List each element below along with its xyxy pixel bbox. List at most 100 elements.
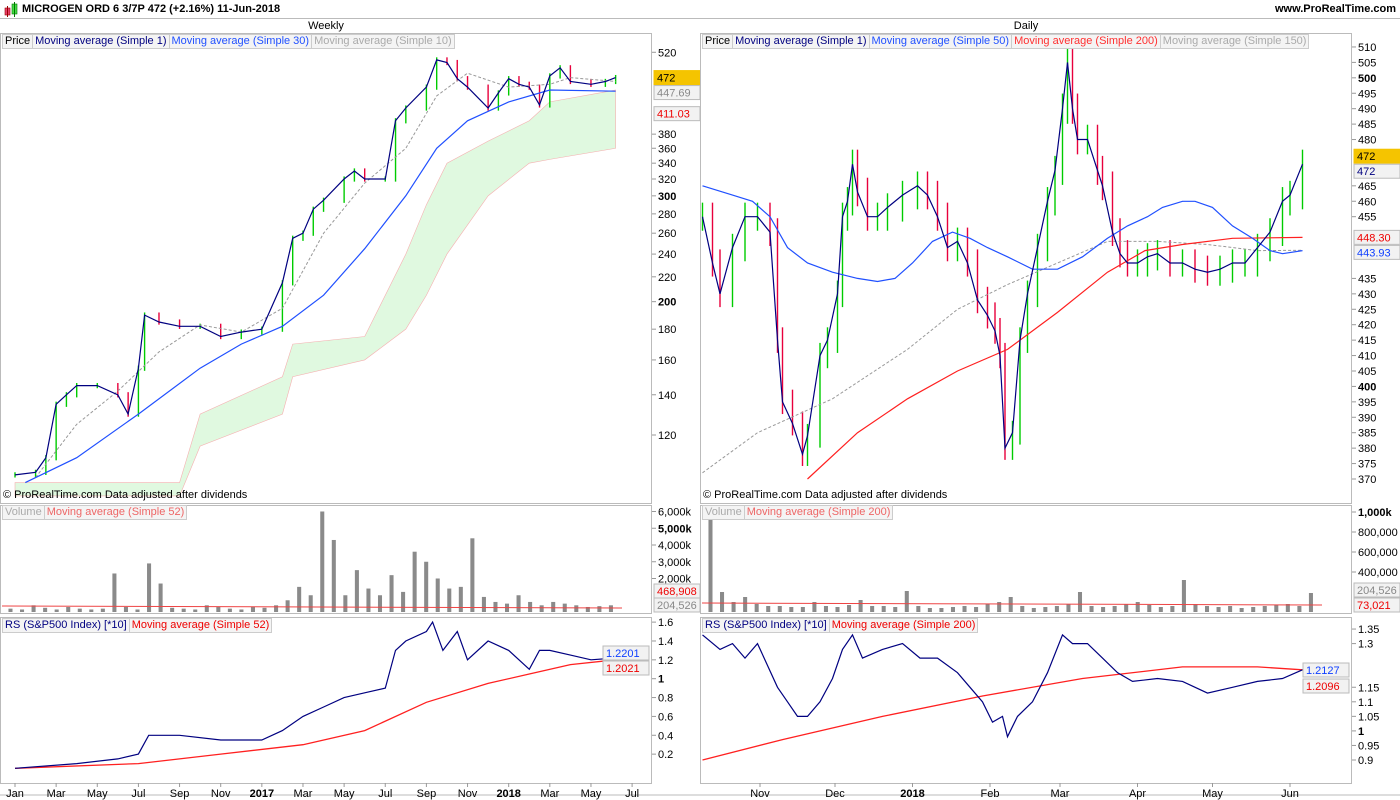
daily-rs-tick-label: 1.3: [1358, 639, 1373, 651]
legend-item[interactable]: RS (S&P500 Index) [*10]: [702, 618, 830, 633]
weekly-rs-tick-label: 1.2: [658, 655, 673, 667]
weekly-x-tick-label: May: [581, 788, 602, 800]
daily-y-tick-label: 435: [1358, 273, 1376, 285]
weekly-x-tick-label: Mar: [294, 788, 313, 800]
weekly-rs-tick-label: 0.2: [658, 749, 673, 761]
daily-value-label: 443.93: [1357, 247, 1391, 259]
legend-item[interactable]: Moving average (Simple 200): [1011, 34, 1161, 49]
legend-item[interactable]: Moving average (Simple 200): [743, 505, 894, 520]
daily-y-tick-label: 415: [1358, 335, 1376, 347]
daily-volume-bar: [812, 602, 817, 612]
daily-volume-bar: [731, 602, 736, 612]
weekly-volume-bar: [574, 605, 579, 612]
daily-pane-frame: [700, 505, 1352, 614]
daily-volume-bar: [1089, 606, 1094, 612]
weekly-volume-legend: Volume Moving average (Simple 52): [2, 505, 188, 520]
weekly-vol-tick-label: 6,000k: [658, 507, 692, 519]
legend-item[interactable]: Price: [2, 34, 34, 49]
daily-volume-bar: [893, 607, 898, 612]
daily-y-tick-label: 485: [1358, 119, 1376, 131]
weekly-y-tick-label: 300: [658, 191, 676, 203]
daily-copyright: © ProRealTime.com Data adjusted after di…: [703, 489, 948, 501]
weekly-rs-tick-label: 1.6: [658, 617, 673, 629]
weekly-volume-bar: [204, 605, 209, 612]
legend-item[interactable]: RS (S&P500 Index) [*10]: [2, 618, 130, 633]
weekly-y-tick-label: 340: [658, 158, 676, 170]
legend-item[interactable]: Moving average (Simple 50): [868, 34, 1013, 49]
daily-volume-bar: [1066, 604, 1071, 612]
legend-item[interactable]: Moving average (Simple 200): [828, 618, 979, 633]
daily-volume-bar: [1043, 607, 1048, 612]
legend-item[interactable]: Volume: [702, 505, 745, 520]
weekly-value-label: 411.03: [657, 109, 690, 121]
daily-volume-bar: [1216, 607, 1221, 612]
weekly-volume-bar: [77, 608, 82, 612]
legend-item[interactable]: Price: [702, 34, 734, 49]
daily-volume-bar: [997, 602, 1002, 612]
site-link[interactable]: www.ProRealTime.com: [1274, 3, 1396, 15]
daily-pane-frame: [700, 617, 1352, 784]
weekly-volume-bar: [320, 511, 325, 612]
daily-rs-legend: RS (S&P500 Index) [*10] Moving average (S…: [702, 618, 979, 633]
daily-volume-bar: [1135, 602, 1140, 612]
legend-item[interactable]: Moving average (Simple 52): [128, 618, 273, 633]
weekly-rs-legend: RS (S&P500 Index) [*10] Moving average (S…: [2, 618, 273, 633]
daily-y-tick-label: 495: [1358, 88, 1376, 100]
daily-value-label-box: [1353, 148, 1400, 164]
weekly-volume-bar: [193, 609, 198, 612]
daily-volume-bar: [985, 604, 990, 612]
daily-rs-value-label: 1.2127: [1306, 665, 1340, 677]
daily-volume-bar: [789, 607, 794, 612]
legend-item[interactable]: Volume: [2, 505, 45, 520]
daily-volume-bar: [708, 517, 713, 612]
weekly-volume-bar: [447, 588, 452, 612]
weekly-x-tick-label: Jul: [625, 788, 639, 800]
daily-volume-bar: [1054, 606, 1059, 612]
weekly-x-tick-label: Sep: [170, 788, 190, 800]
daily-volume-bar: [881, 606, 886, 612]
legend-item[interactable]: Moving average (Simple 10): [311, 34, 455, 49]
weekly-vol-value-label: 204,526: [657, 600, 697, 612]
weekly-y-tick-label: 140: [658, 390, 676, 402]
legend-item[interactable]: Moving average (Simple 1): [32, 34, 170, 49]
weekly-y-tick-label: 260: [658, 228, 676, 240]
weekly-x-tick-label: Nov: [458, 788, 478, 800]
weekly-volume-bar: [516, 595, 521, 612]
legend-item[interactable]: Moving average (Simple 30): [168, 34, 313, 49]
daily-volume-bar: [1297, 606, 1302, 612]
weekly-volume-bar: [158, 583, 163, 612]
weekly-volume-bar: [274, 605, 279, 612]
daily-x-tick-label: May: [1202, 788, 1223, 800]
daily-vol-tick-label: 1,000k: [1358, 507, 1393, 519]
daily-rs-tick-label: 1: [1358, 726, 1364, 738]
daily-y-tick-label: 390: [1358, 412, 1376, 424]
weekly-y-tick-label: 220: [658, 272, 676, 284]
daily-volume-bar: [754, 604, 759, 612]
weekly-vol-tick-label: 2,000k: [658, 574, 692, 586]
daily-volume-bar: [847, 605, 852, 612]
daily-x-tick-label: Apr: [1129, 788, 1146, 800]
daily-rs-tick-label: 0.95: [1358, 740, 1379, 752]
daily-rs-ma-value-label: 1.2096: [1306, 681, 1340, 693]
weekly-volume-bar: [493, 601, 498, 612]
weekly-x-tick-label: Jan: [6, 788, 24, 800]
daily-volume-bar: [1285, 604, 1290, 612]
daily-x-tick-label: Dec: [825, 788, 845, 800]
weekly-volume-bar: [181, 608, 186, 612]
daily-ma-short-line: [702, 185, 1303, 283]
weekly-rs-ma-value-label-box: [602, 660, 650, 676]
weekly-x-tick-label: May: [334, 788, 355, 800]
weekly-rs-value-label: 1.2201: [606, 648, 640, 660]
candlestick-icon: [4, 2, 18, 17]
daily-volume-bar: [1181, 580, 1186, 612]
legend-item[interactable]: Moving average (Simple 52): [43, 505, 188, 520]
weekly-volume-bar: [424, 561, 429, 612]
weekly-y-tick-label: 360: [658, 143, 676, 155]
legend-item[interactable]: Moving average (Simple 150): [1159, 34, 1310, 49]
legend-item[interactable]: Moving average (Simple 1): [732, 34, 870, 49]
daily-value-label-box: [1353, 229, 1400, 245]
weekly-volume-bar: [366, 588, 371, 612]
weekly-volume-bar: [343, 595, 348, 612]
daily-value-label: 472: [1357, 151, 1375, 163]
